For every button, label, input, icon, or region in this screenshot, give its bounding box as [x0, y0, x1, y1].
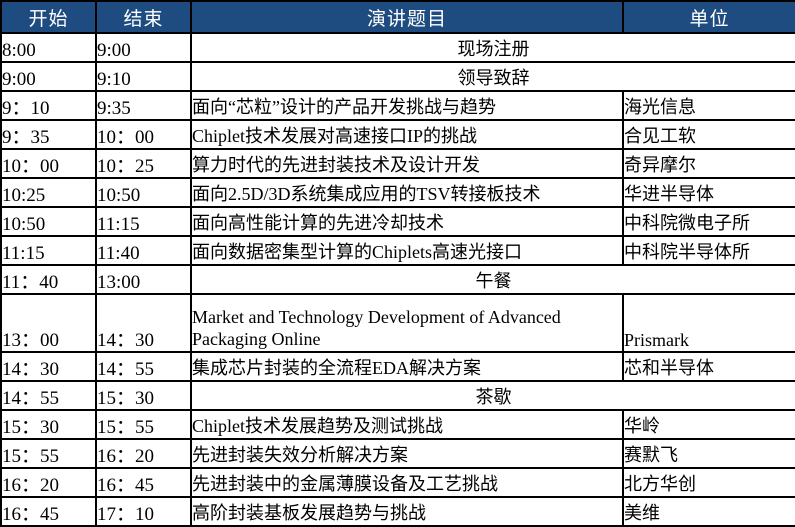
table-header: 开始 结束 演讲题目 单位: [0, 0, 795, 34]
cell-start-time: 9：35: [0, 119, 97, 150]
cell-start-time: 10:50: [0, 206, 97, 237]
cell-end-time: 10：00: [95, 119, 192, 150]
table-row: 16：45 17：10 高阶封装基板发展趋势与挑战 美维: [0, 496, 795, 527]
cell-start-time: 8:00: [0, 32, 97, 63]
cell-organization: 海光信息: [622, 90, 795, 121]
cell-start-time: 10:25: [0, 177, 97, 208]
table-row: 14：55 15：30 茶歇: [0, 380, 795, 411]
cell-start-time: 10：00: [0, 148, 97, 179]
cell-organization: Prismark: [622, 293, 795, 353]
cell-start-time: 16：20: [0, 467, 97, 498]
table-row: 16：20 16：45 先进封装中的金属薄膜设备及工艺挑战 北方华创: [0, 467, 795, 498]
table-row: 10:25 10:50 面向2.5D/3D系统集成应用的TSV转接板技术 华进半导体: [0, 177, 795, 208]
table-row: 9：35 10：00 Chiplet技术发展对高速接口IP的挑战 合见工软: [0, 119, 795, 150]
cell-end-time: 15：55: [95, 409, 192, 440]
cell-organization: 华进半导体: [622, 177, 795, 208]
header-row: 开始 结束 演讲题目 单位: [0, 0, 795, 34]
table-row: 10：00 10：25 算力时代的先进封装技术及设计开发 奇异摩尔: [0, 148, 795, 179]
cell-organization: 北方华创: [622, 467, 795, 498]
cell-end-time: 10:50: [95, 177, 192, 208]
cell-start-time: 14：55: [0, 380, 97, 411]
cell-topic: 先进封装中的金属薄膜设备及工艺挑战: [190, 467, 624, 498]
table-row: 14：30 14：55 集成芯片封装的全流程EDA解决方案 芯和半导体: [0, 351, 795, 382]
cell-end-time: 9:10: [95, 61, 192, 92]
cell-organization: 赛默飞: [622, 438, 795, 469]
table-row: 11：40 13:00 午餐: [0, 264, 795, 295]
cell-session-label: 午餐: [190, 264, 795, 295]
cell-session-label: 茶歇: [190, 380, 795, 411]
cell-start-time: 13：00: [0, 293, 97, 353]
column-header-org: 单位: [622, 0, 795, 34]
cell-session-label: 现场注册: [190, 32, 795, 63]
cell-topic: 算力时代的先进封装技术及设计开发: [190, 148, 624, 179]
table-row: 10:50 11:15 面向高性能计算的先进冷却技术 中科院微电子所: [0, 206, 795, 237]
cell-topic: 先进封装失效分析解决方案: [190, 438, 624, 469]
cell-end-time: 14：30: [95, 293, 192, 353]
cell-end-time: 14：55: [95, 351, 192, 382]
table-row: 9：10 9:35 面向“芯粒”设计的产品开发挑战与趋势 海光信息: [0, 90, 795, 121]
cell-topic: Chiplet技术发展对高速接口IP的挑战: [190, 119, 624, 150]
cell-organization: 合见工软: [622, 119, 795, 150]
cell-topic: 面向数据密集型计算的Chiplets高速光接口: [190, 235, 624, 266]
cell-start-time: 9:00: [0, 61, 97, 92]
table-row: 9:00 9:10 领导致辞: [0, 61, 795, 92]
cell-end-time: 10：25: [95, 148, 192, 179]
cell-topic: 集成芯片封装的全流程EDA解决方案: [190, 351, 624, 382]
cell-start-time: 15：30: [0, 409, 97, 440]
cell-organization: 中科院半导体所: [622, 235, 795, 266]
cell-organization: 奇异摩尔: [622, 148, 795, 179]
cell-topic: 面向高性能计算的先进冷却技术: [190, 206, 624, 237]
cell-organization: 芯和半导体: [622, 351, 795, 382]
column-header-end: 结束: [95, 0, 192, 34]
cell-end-time: 9:00: [95, 32, 192, 63]
column-header-start: 开始: [0, 0, 97, 34]
cell-start-time: 11:15: [0, 235, 97, 266]
cell-start-time: 14：30: [0, 351, 97, 382]
cell-topic: 面向“芯粒”设计的产品开发挑战与趋势: [190, 90, 624, 121]
table-row: 13：00 14：30 Market and Technology Developm…: [0, 293, 795, 353]
table-row: 8:00 9:00 现场注册: [0, 32, 795, 63]
cell-end-time: 11:15: [95, 206, 192, 237]
cell-end-time: 16：45: [95, 467, 192, 498]
cell-end-time: 16：20: [95, 438, 192, 469]
cell-topic: Market and Technology Development of Adv…: [190, 293, 624, 353]
column-header-topic: 演讲题目: [190, 0, 624, 34]
table-row: 15：55 16：20 先进封装失效分析解决方案 赛默飞: [0, 438, 795, 469]
cell-session-label: 领导致辞: [190, 61, 795, 92]
cell-end-time: 11:40: [95, 235, 192, 266]
cell-organization: 中科院微电子所: [622, 206, 795, 237]
cell-topic: Chiplet技术发展趋势及测试挑战: [190, 409, 624, 440]
table-body: 8:00 9:00 现场注册 9:00 9:10 领导致辞 9：10 9:35 面向“芯粒”设计…: [0, 32, 795, 527]
cell-start-time: 9：10: [0, 90, 97, 121]
cell-organization: 华岭: [622, 409, 795, 440]
table-row: 11:15 11:40 面向数据密集型计算的Chiplets高速光接口 中科院半导体所: [0, 235, 795, 266]
table-row: 15：30 15：55 Chiplet技术发展趋势及测试挑战 华岭: [0, 409, 795, 440]
cell-start-time: 11：40: [0, 264, 97, 295]
cell-end-time: 9:35: [95, 90, 192, 121]
cell-end-time: 13:00: [95, 264, 192, 295]
cell-end-time: 15：30: [95, 380, 192, 411]
cell-start-time: 15：55: [0, 438, 97, 469]
cell-topic: 面向2.5D/3D系统集成应用的TSV转接板技术: [190, 177, 624, 208]
